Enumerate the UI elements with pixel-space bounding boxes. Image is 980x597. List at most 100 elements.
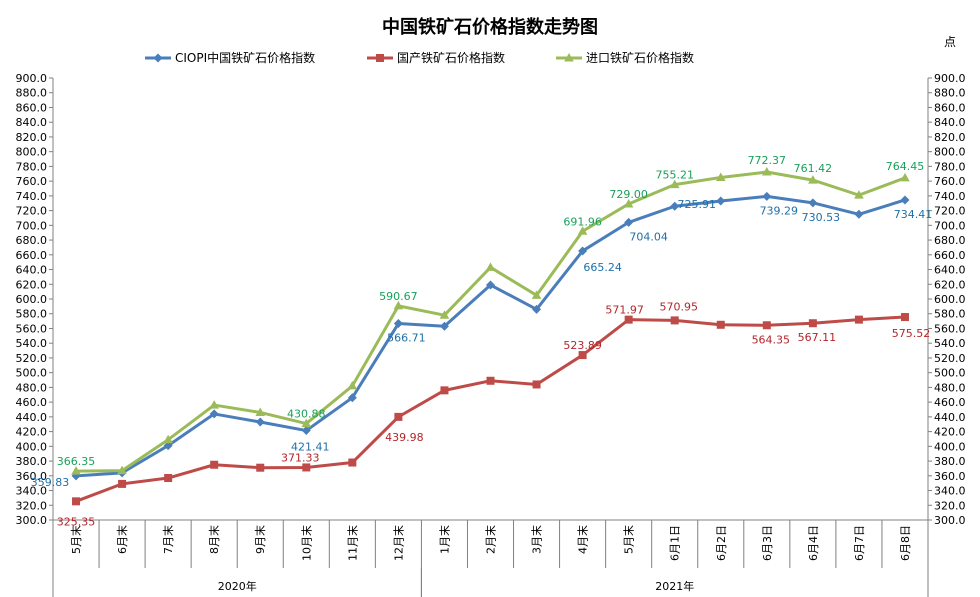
y-tick-label-left: 760.0 (16, 175, 48, 188)
y-tick-label-right: 560.0 (934, 322, 966, 335)
y-tick-label-left: 500.0 (16, 367, 48, 380)
data-point (485, 262, 496, 271)
y-tick-label-right: 880.0 (934, 87, 966, 100)
year-label: 2021年 (655, 579, 694, 593)
y-tick-label-left: 620.0 (16, 278, 48, 291)
y-tick-label-right: 340.0 (934, 485, 966, 498)
x-tick-label: 7月末 (161, 525, 175, 554)
y-tick-label-left: 820.0 (16, 131, 48, 144)
data-point (393, 319, 403, 329)
data-point (624, 217, 634, 227)
data-point (394, 412, 403, 421)
y-tick-label-right: 580.0 (934, 308, 966, 321)
data-label: 571.97 (605, 304, 644, 317)
data-point (854, 315, 863, 324)
data-point (163, 434, 173, 444)
data-label: 575.52 (892, 327, 931, 340)
x-tick-label: 6月4日 (807, 525, 820, 561)
x-tick-label: 6月8日 (899, 525, 912, 561)
x-tick-label: 2月末 (484, 525, 498, 554)
x-tick-label: 9月末 (253, 525, 267, 554)
x-tick-label: 5月末 (69, 525, 83, 554)
y-tick-label-left: 900.0 (16, 72, 48, 85)
y-tick-label-right: 820.0 (934, 131, 966, 144)
data-point (762, 191, 772, 201)
y-tick-label-right: 780.0 (934, 160, 966, 173)
y-tick-label-right: 760.0 (934, 175, 966, 188)
data-point (486, 376, 495, 385)
data-label: 734.41 (894, 208, 933, 221)
data-label: 739.29 (760, 204, 799, 217)
data-point (210, 460, 219, 469)
data-label: 366.35 (57, 455, 96, 468)
data-point (301, 426, 311, 436)
y-tick-label-left: 680.0 (16, 234, 48, 247)
data-label: 764.45 (886, 160, 925, 173)
y-tick-label-left: 440.0 (16, 411, 48, 424)
y-tick-label-right: 840.0 (934, 116, 966, 129)
y-tick-label-right: 800.0 (934, 146, 966, 159)
legend-marker (564, 53, 574, 62)
x-tick-label: 6月3日 (761, 525, 774, 561)
data-label: 691.96 (563, 215, 602, 228)
y-tick-label-left: 780.0 (16, 160, 48, 173)
y-tick-label-right: 600.0 (934, 293, 966, 306)
data-point (347, 393, 357, 403)
data-point (163, 441, 173, 451)
data-point (209, 400, 219, 409)
x-tick-label: 5月末 (622, 525, 636, 554)
data-label: 421.41 (291, 441, 330, 454)
y-tick-label-left: 560.0 (16, 322, 48, 335)
x-tick-label: 12月末 (391, 525, 405, 561)
data-point (393, 300, 404, 310)
y-tick-label-left: 360.0 (16, 470, 48, 483)
data-point (716, 196, 726, 206)
series-2: 366.35 430.88 590.67 691.96 729.00 755.21 772.… (57, 154, 924, 475)
y-tick-label-right: 520.0 (934, 352, 966, 365)
data-point (900, 313, 909, 322)
data-point (808, 319, 817, 328)
data-point (72, 497, 81, 506)
y-tick-label-left: 400.0 (16, 440, 48, 453)
y-tick-label-right: 440.0 (934, 411, 966, 424)
y-tick-label-right: 900.0 (934, 72, 966, 85)
y-tick-label-right: 640.0 (934, 264, 966, 277)
y-tick-label-left: 720.0 (16, 205, 48, 218)
y-tick-label-left: 340.0 (16, 485, 48, 498)
data-label: 755.21 (655, 169, 694, 182)
data-point (716, 320, 725, 329)
legend-label: 国产铁矿石价格指数 (397, 50, 505, 65)
x-tick-label: 10月末 (299, 525, 313, 561)
data-point (854, 209, 864, 219)
data-point (532, 380, 541, 389)
y-tick-label-left: 520.0 (16, 352, 48, 365)
data-label: 761.42 (794, 162, 833, 175)
y-tick-label-right: 400.0 (934, 440, 966, 453)
data-point (164, 474, 173, 483)
data-label: 772.37 (748, 154, 787, 167)
data-label: 325.35 (57, 515, 96, 528)
y-tick-label-left: 660.0 (16, 249, 48, 262)
y-tick-label-left: 860.0 (16, 101, 48, 114)
data-label: 564.35 (752, 333, 791, 346)
data-point (577, 226, 588, 235)
data-label: 359.83 (31, 476, 70, 489)
legend-label: 进口铁矿石价格指数 (586, 50, 694, 65)
data-point (348, 458, 357, 467)
y-tick-label-left: 420.0 (16, 426, 48, 439)
x-tick-label: 3月末 (530, 525, 544, 554)
y-tick-label-right: 380.0 (934, 455, 966, 468)
data-point (670, 316, 679, 325)
data-label: 371.33 (281, 451, 320, 464)
data-point (532, 304, 542, 314)
data-point (347, 380, 358, 390)
data-point (531, 290, 542, 299)
y-tick-label-left: 380.0 (16, 455, 48, 468)
data-point (118, 479, 127, 488)
y-tick-label-left: 600.0 (16, 293, 48, 306)
chart-title: 中国铁矿石价格指数走势图 (382, 16, 598, 38)
y-tick-label-right: 680.0 (934, 234, 966, 247)
y-tick-label-right: 700.0 (934, 219, 966, 232)
